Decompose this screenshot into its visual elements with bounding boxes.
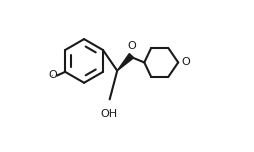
Polygon shape — [117, 54, 134, 71]
Text: O: O — [49, 70, 57, 80]
Text: O: O — [182, 57, 190, 67]
Text: OH: OH — [100, 109, 117, 119]
Text: O: O — [128, 41, 136, 51]
